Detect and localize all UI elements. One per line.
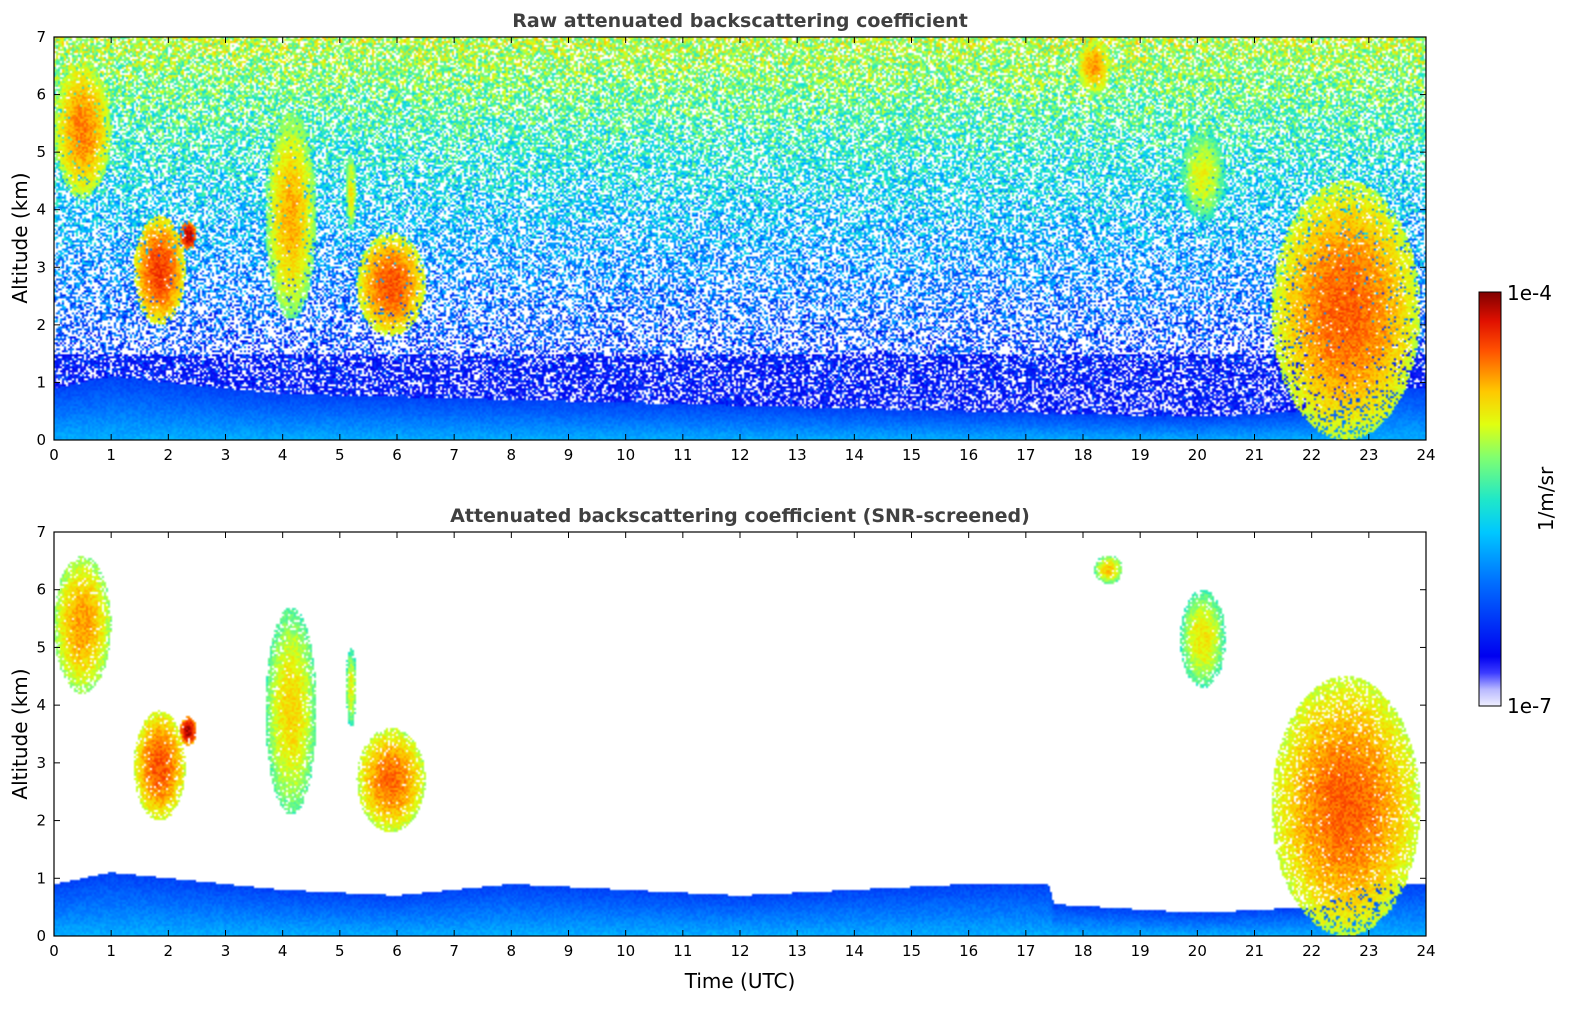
y-tick-label-raw: 7 <box>36 28 46 46</box>
plot-title-raw: Raw attenuated backscattering coefficien… <box>512 10 968 32</box>
heatmap-raw <box>54 37 1426 440</box>
x-tick-label-screened: 7 <box>449 942 459 960</box>
x-tick-label-raw: 24 <box>1416 446 1435 464</box>
y-tick-label-raw: 4 <box>36 201 46 219</box>
panel-screened: Attenuated backscattering coefficient (S… <box>8 505 1436 993</box>
x-tick-label-screened: 16 <box>959 942 978 960</box>
x-tick-label-screened: 5 <box>335 942 345 960</box>
y-tick-label-raw: 5 <box>36 143 46 161</box>
y-tick-label-screened: 0 <box>36 927 46 945</box>
y-tick-label-raw: 1 <box>36 373 46 391</box>
x-tick-label-screened: 11 <box>673 942 692 960</box>
colorbar-unit-label: 1/m/sr <box>1534 466 1558 531</box>
x-tick-label-raw: 2 <box>164 446 174 464</box>
colorbar: 1e-4 1e-7 1/m/sr <box>1478 281 1558 718</box>
x-axis-label: Time (UTC) <box>684 969 796 993</box>
x-tick-label-raw: 7 <box>449 446 459 464</box>
x-tick-label-screened: 19 <box>1131 942 1150 960</box>
y-tick-label-raw: 2 <box>36 316 46 334</box>
x-tick-label-raw: 13 <box>788 446 807 464</box>
x-tick-label-raw: 14 <box>845 446 864 464</box>
x-tick-label-raw: 21 <box>1245 446 1264 464</box>
y-tick-label-screened: 1 <box>36 869 46 887</box>
x-tick-label-raw: 3 <box>221 446 231 464</box>
x-tick-label-raw: 5 <box>335 446 345 464</box>
x-tick-label-screened: 13 <box>788 942 807 960</box>
y-tick-label-screened: 6 <box>36 581 46 599</box>
y-tick-label-screened: 4 <box>36 696 46 714</box>
x-tick-label-screened: 20 <box>1188 942 1207 960</box>
x-tick-label-raw: 6 <box>392 446 402 464</box>
x-tick-label-raw: 10 <box>616 446 635 464</box>
x-tick-label-screened: 23 <box>1359 942 1378 960</box>
x-tick-label-screened: 10 <box>616 942 635 960</box>
ticks-raw: 0 1 2 3 4 5 6 7 8 9 10 11 12 13 14 15 16 17 18 19 20 21 22 23 24… <box>36 28 1435 464</box>
colorbar-max-label: 1e-4 <box>1507 281 1552 305</box>
y-tick-label-screened: 3 <box>36 754 46 772</box>
y-tick-label-raw: 3 <box>36 258 46 276</box>
y-tick-label-screened: 7 <box>36 523 46 541</box>
y-tick-label-raw: 0 <box>36 431 46 449</box>
x-tick-label-screened: 2 <box>164 942 174 960</box>
x-tick-label-screened: 18 <box>1073 942 1092 960</box>
x-tick-label-screened: 0 <box>49 942 59 960</box>
plot-title-screened: Attenuated backscattering coefficient (S… <box>450 505 1030 527</box>
colorbar-scale <box>1478 291 1502 707</box>
x-tick-label-raw: 0 <box>49 446 59 464</box>
x-tick-label-raw: 20 <box>1188 446 1207 464</box>
x-tick-label-raw: 18 <box>1073 446 1092 464</box>
x-tick-label-screened: 3 <box>221 942 231 960</box>
x-tick-label-screened: 22 <box>1302 942 1321 960</box>
x-tick-label-raw: 4 <box>278 446 288 464</box>
x-tick-label-raw: 1 <box>106 446 116 464</box>
y-tick-label-screened: 5 <box>36 638 46 656</box>
x-tick-label-screened: 14 <box>845 942 864 960</box>
x-tick-label-screened: 24 <box>1416 942 1435 960</box>
y-tick-label-raw: 6 <box>36 86 46 104</box>
y-tick-label-screened: 2 <box>36 812 46 830</box>
x-tick-label-raw: 16 <box>959 446 978 464</box>
x-tick-label-screened: 9 <box>564 942 574 960</box>
x-tick-label-raw: 22 <box>1302 446 1321 464</box>
x-tick-label-raw: 23 <box>1359 446 1378 464</box>
x-tick-label-screened: 4 <box>278 942 288 960</box>
heatmap-screened <box>54 532 1426 936</box>
x-tick-label-screened: 12 <box>730 942 749 960</box>
x-tick-label-screened: 6 <box>392 942 402 960</box>
x-tick-label-raw: 11 <box>673 446 692 464</box>
x-tick-label-screened: 8 <box>507 942 517 960</box>
x-tick-label-raw: 15 <box>902 446 921 464</box>
x-tick-label-raw: 12 <box>730 446 749 464</box>
x-tick-label-raw: 9 <box>564 446 574 464</box>
x-tick-label-screened: 21 <box>1245 942 1264 960</box>
x-tick-label-screened: 1 <box>106 942 116 960</box>
x-tick-label-raw: 17 <box>1016 446 1035 464</box>
y-axis-label-screened: Altitude (km) <box>8 668 32 799</box>
x-tick-label-screened: 15 <box>902 942 921 960</box>
ticks-screened: 0 1 2 3 4 5 6 7 8 9 10 11 12 13 14 15 16 17 18 19 20 21 22 23 24… <box>36 523 1435 960</box>
x-tick-label-raw: 8 <box>507 446 517 464</box>
x-tick-label-screened: 17 <box>1016 942 1035 960</box>
y-axis-label-raw: Altitude (km) <box>8 172 32 303</box>
colorbar-min-label: 1e-7 <box>1507 694 1552 718</box>
panel-raw: Raw attenuated backscattering coefficien… <box>8 10 1436 464</box>
x-tick-label-raw: 19 <box>1131 446 1150 464</box>
